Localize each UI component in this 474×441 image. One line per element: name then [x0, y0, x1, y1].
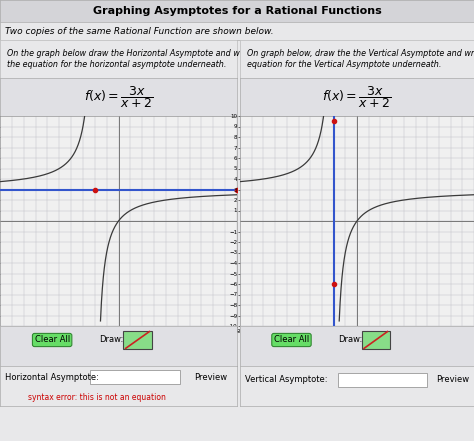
- Text: $f(x) = \dfrac{3x}{x+2}$: $f(x) = \dfrac{3x}{x+2}$: [84, 84, 153, 110]
- Text: Vertical Asymptote:: Vertical Asymptote:: [245, 375, 327, 385]
- Text: Clear All: Clear All: [274, 336, 309, 344]
- Text: syntax error: this is not an equation: syntax error: this is not an equation: [28, 392, 166, 402]
- Text: Clear All: Clear All: [35, 336, 70, 344]
- Text: $f(x) = \dfrac{3x}{x+2}$: $f(x) = \dfrac{3x}{x+2}$: [322, 84, 392, 110]
- FancyBboxPatch shape: [338, 373, 427, 387]
- Text: Two copies of the same Rational Function are shown below.: Two copies of the same Rational Function…: [5, 26, 273, 35]
- Text: Graphing Asymptotes for a Rational Functions: Graphing Asymptotes for a Rational Funct…: [92, 6, 382, 16]
- FancyBboxPatch shape: [90, 370, 180, 384]
- Text: On the graph below draw the Horizontal Asymptote and write
the equation for the : On the graph below draw the Horizontal A…: [7, 49, 254, 69]
- Text: Horizontal Asymptote:: Horizontal Asymptote:: [5, 373, 99, 382]
- Text: Draw:: Draw:: [100, 336, 124, 344]
- Text: Preview: Preview: [194, 373, 228, 382]
- Text: Draw:: Draw:: [338, 336, 363, 344]
- FancyBboxPatch shape: [123, 331, 152, 349]
- Text: On graph below, draw the the Vertical Asymptote and write
equation for the Verti: On graph below, draw the the Vertical As…: [247, 49, 474, 69]
- FancyBboxPatch shape: [362, 331, 390, 349]
- Text: Preview: Preview: [437, 375, 470, 385]
